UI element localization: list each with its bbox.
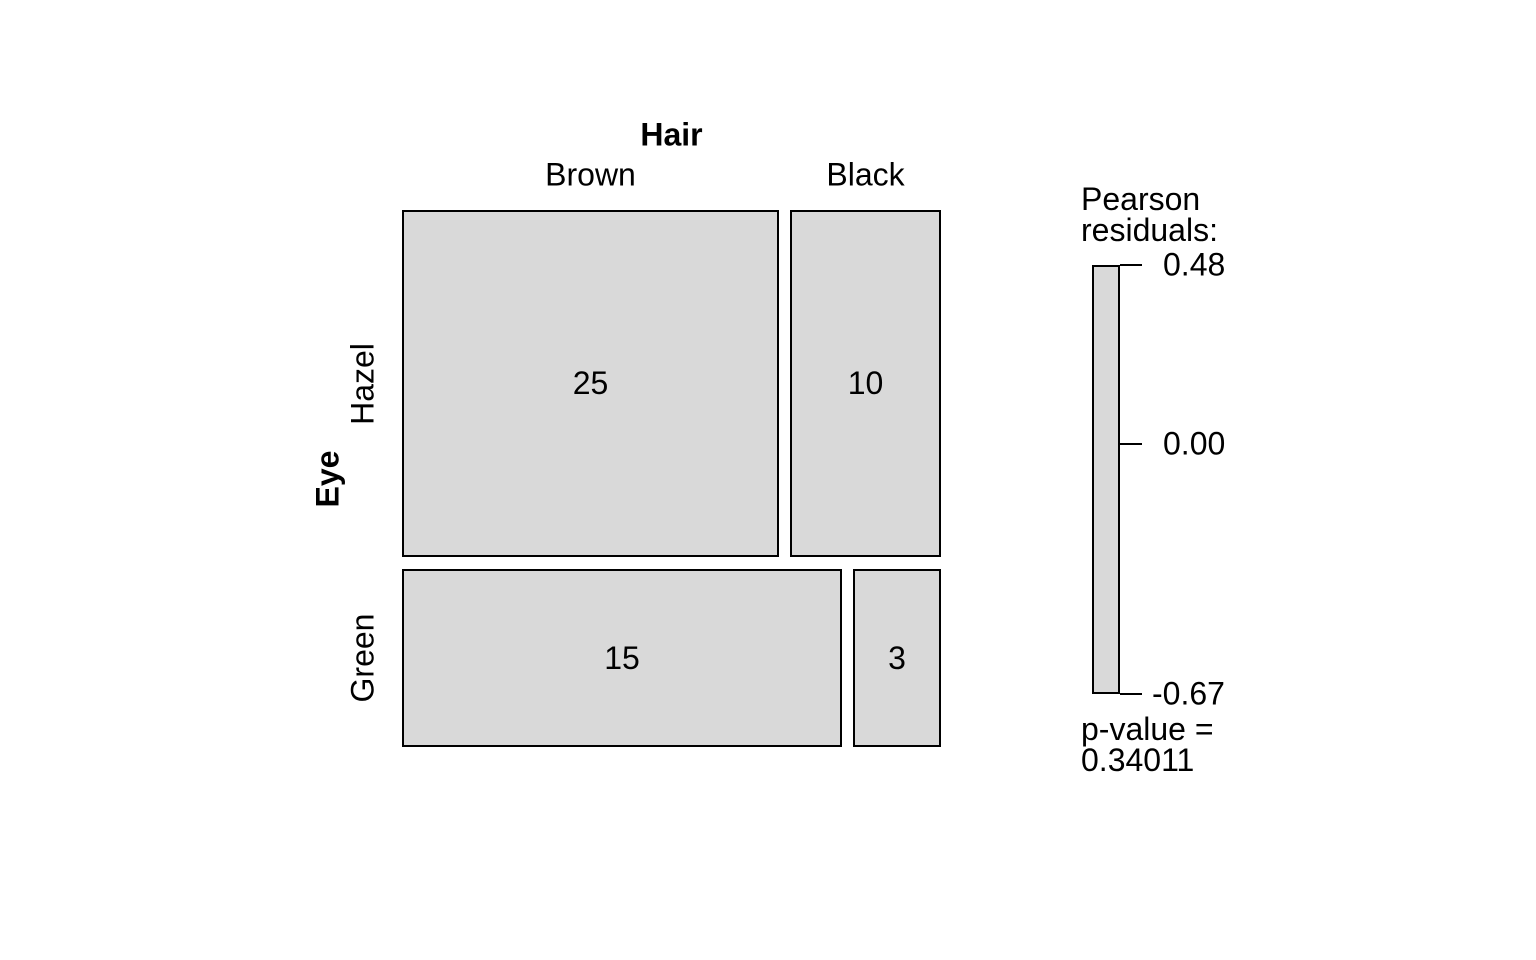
legend-title: Pearson residuals:	[1081, 181, 1218, 248]
legend-tick-mark	[1120, 693, 1142, 695]
tile-count-label: 25	[572, 365, 609, 401]
tile-count-label: 3	[888, 639, 906, 676]
tile-hazel-brown: 25	[402, 210, 779, 557]
legend-tick-label: 0.00	[1163, 425, 1226, 462]
col-label-brown: Brown	[545, 156, 636, 193]
tile-hazel-black: 10	[790, 210, 941, 557]
row-axis-title: Eye	[309, 450, 346, 507]
legend-title-line1: Pearson	[1081, 181, 1201, 217]
legend-title-line2: residuals:	[1081, 212, 1218, 248]
legend-tick-label: -0.67	[1152, 675, 1225, 712]
p-value-text: p-value = 0.34011	[1081, 711, 1214, 778]
tile-count-label: 10	[847, 365, 884, 401]
tile-count-label: 15	[604, 639, 640, 676]
tile-green-brown: 15	[402, 569, 842, 747]
legend-scale-bar	[1092, 265, 1120, 694]
col-axis-title: Hair	[640, 116, 703, 153]
col-label-black: Black	[826, 156, 905, 193]
legend-tick-mark	[1120, 264, 1142, 266]
legend-tick-mark	[1120, 443, 1142, 446]
tile-green-black: 3	[853, 569, 941, 747]
p-value-line2: 0.34011	[1081, 742, 1195, 778]
legend-tick-label: 0.48	[1163, 246, 1226, 283]
p-value-line1: p-value =	[1081, 711, 1214, 747]
row-label-green: Green	[344, 613, 381, 703]
row-label-hazel: Hazel	[344, 342, 381, 425]
